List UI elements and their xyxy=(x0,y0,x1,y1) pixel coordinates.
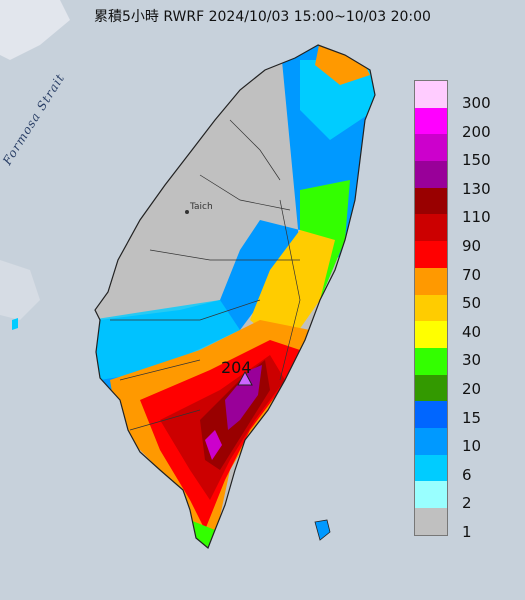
peak-value-label: 204 xyxy=(221,358,252,377)
color-legend xyxy=(414,80,448,536)
legend-swatch xyxy=(415,134,447,162)
legend-swatch xyxy=(415,427,447,455)
peak-triangle-icon xyxy=(237,370,253,386)
legend-label: 150 xyxy=(462,151,491,170)
legend-swatch xyxy=(415,347,447,375)
legend-label: 20 xyxy=(462,380,482,398)
legend-label: 2 xyxy=(462,494,472,513)
legend-swatch xyxy=(415,454,447,482)
legend-swatch xyxy=(415,214,447,242)
legend-swatch xyxy=(415,187,447,215)
legend-label: 15 xyxy=(462,408,482,427)
legend-swatch xyxy=(415,321,447,348)
legend-swatch xyxy=(415,481,447,508)
county-borders xyxy=(110,119,301,431)
legend-swatch xyxy=(415,161,447,188)
legend-swatch xyxy=(415,81,447,108)
legend-label: 40 xyxy=(462,322,482,341)
legend-swatch xyxy=(415,267,447,295)
legend-swatch xyxy=(415,241,447,268)
legend-label: 10 xyxy=(462,437,482,456)
legend-label: 300 xyxy=(462,94,491,112)
city-marker xyxy=(185,210,189,214)
city-label: Taich xyxy=(190,202,213,212)
legend-label: 130 xyxy=(462,179,491,198)
legend-label: 110 xyxy=(462,208,491,227)
legend-label: 6 xyxy=(462,465,472,484)
legend-label: 70 xyxy=(462,265,482,284)
china-coast-clouds xyxy=(0,0,70,320)
legend-label: 50 xyxy=(462,294,482,313)
legend-label: 30 xyxy=(462,351,482,370)
legend-label: 90 xyxy=(462,237,482,255)
map-title: 累積5小時 RWRF 2024/10/03 15:00~10/03 20:00 xyxy=(94,9,431,25)
legend-swatch xyxy=(415,107,447,135)
legend-swatch xyxy=(415,374,447,402)
legend-swatch xyxy=(415,508,447,535)
taiwan-outline xyxy=(94,44,376,549)
legend-swatch xyxy=(415,294,447,322)
legend-label: 200 xyxy=(462,122,491,141)
penghu-islands xyxy=(12,318,18,330)
legend-label: 1 xyxy=(462,523,472,541)
green-island xyxy=(314,519,331,541)
legend-swatch xyxy=(415,401,447,428)
